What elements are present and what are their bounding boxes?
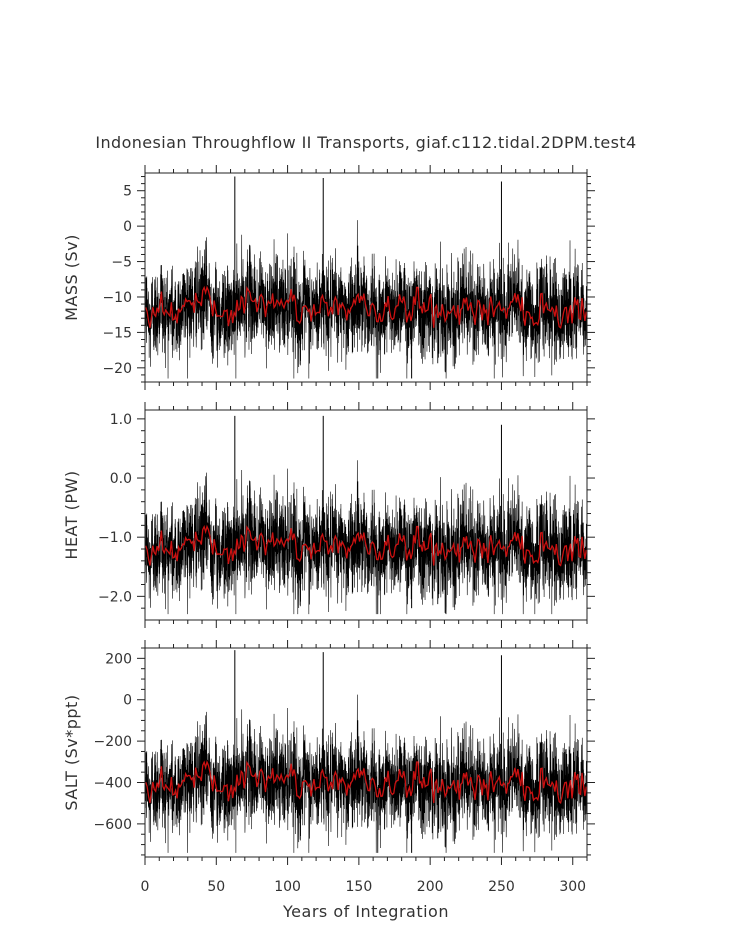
monthly-series-line	[144, 460, 588, 615]
x-tick-label: 200	[417, 879, 444, 895]
y-tick-label: −400	[94, 776, 132, 792]
y-tick-label: −20	[102, 361, 132, 377]
salt-panel: 200 0 −200 −400 −600 0 50 100 150 200 250 300 SALT (…	[62, 640, 595, 895]
x-axis-label: Years of Integration	[282, 902, 449, 921]
y-tick-label: 0	[123, 693, 132, 709]
heat-panel: 1.0 0.0 −1.0 −2.0 HEAT (PW)	[62, 402, 595, 628]
chart-title: Indonesian Throughflow II Transports, gi…	[95, 133, 636, 152]
y-tick-label: 1.0	[110, 412, 132, 428]
annual-mean-line	[145, 759, 587, 805]
x-tick-label: 0	[141, 879, 150, 895]
x-tick-label: 150	[346, 879, 373, 895]
y-tick-label: −200	[94, 734, 132, 750]
y-tick-label: −1.0	[98, 530, 132, 546]
monthly-series-line	[144, 694, 588, 853]
y-axis-label: MASS (Sv)	[62, 234, 81, 321]
y-axis-label: SALT (Sv*ppt)	[62, 694, 81, 810]
plot-frame	[144, 409, 588, 621]
plot-frame	[144, 647, 588, 858]
y-tick-label: −5	[111, 255, 132, 271]
y-axis-label: HEAT (PW)	[62, 470, 81, 559]
y-tick-label: 5	[123, 184, 132, 200]
y-tick-label: −600	[94, 817, 132, 833]
x-tick-label: 100	[274, 879, 301, 895]
y-tick-label: 0.0	[110, 471, 132, 487]
x-tick-label: 50	[207, 879, 225, 895]
x-tick-label: 300	[559, 879, 586, 895]
plot-frame	[144, 172, 588, 383]
y-tick-label: −15	[102, 325, 132, 341]
x-tick-label: 250	[488, 879, 515, 895]
y-tick-label: −10	[102, 290, 132, 306]
mass-panel: 5 0 −5 −10 −15 −20 MASS (Sv)	[62, 165, 595, 390]
y-tick-label: −2.0	[98, 589, 132, 605]
y-tick-label: 200	[105, 651, 132, 667]
annual-mean-line	[145, 524, 587, 567]
annual-mean-line	[145, 285, 587, 329]
y-tick-label: 0	[123, 219, 132, 235]
monthly-series-line	[144, 220, 588, 379]
